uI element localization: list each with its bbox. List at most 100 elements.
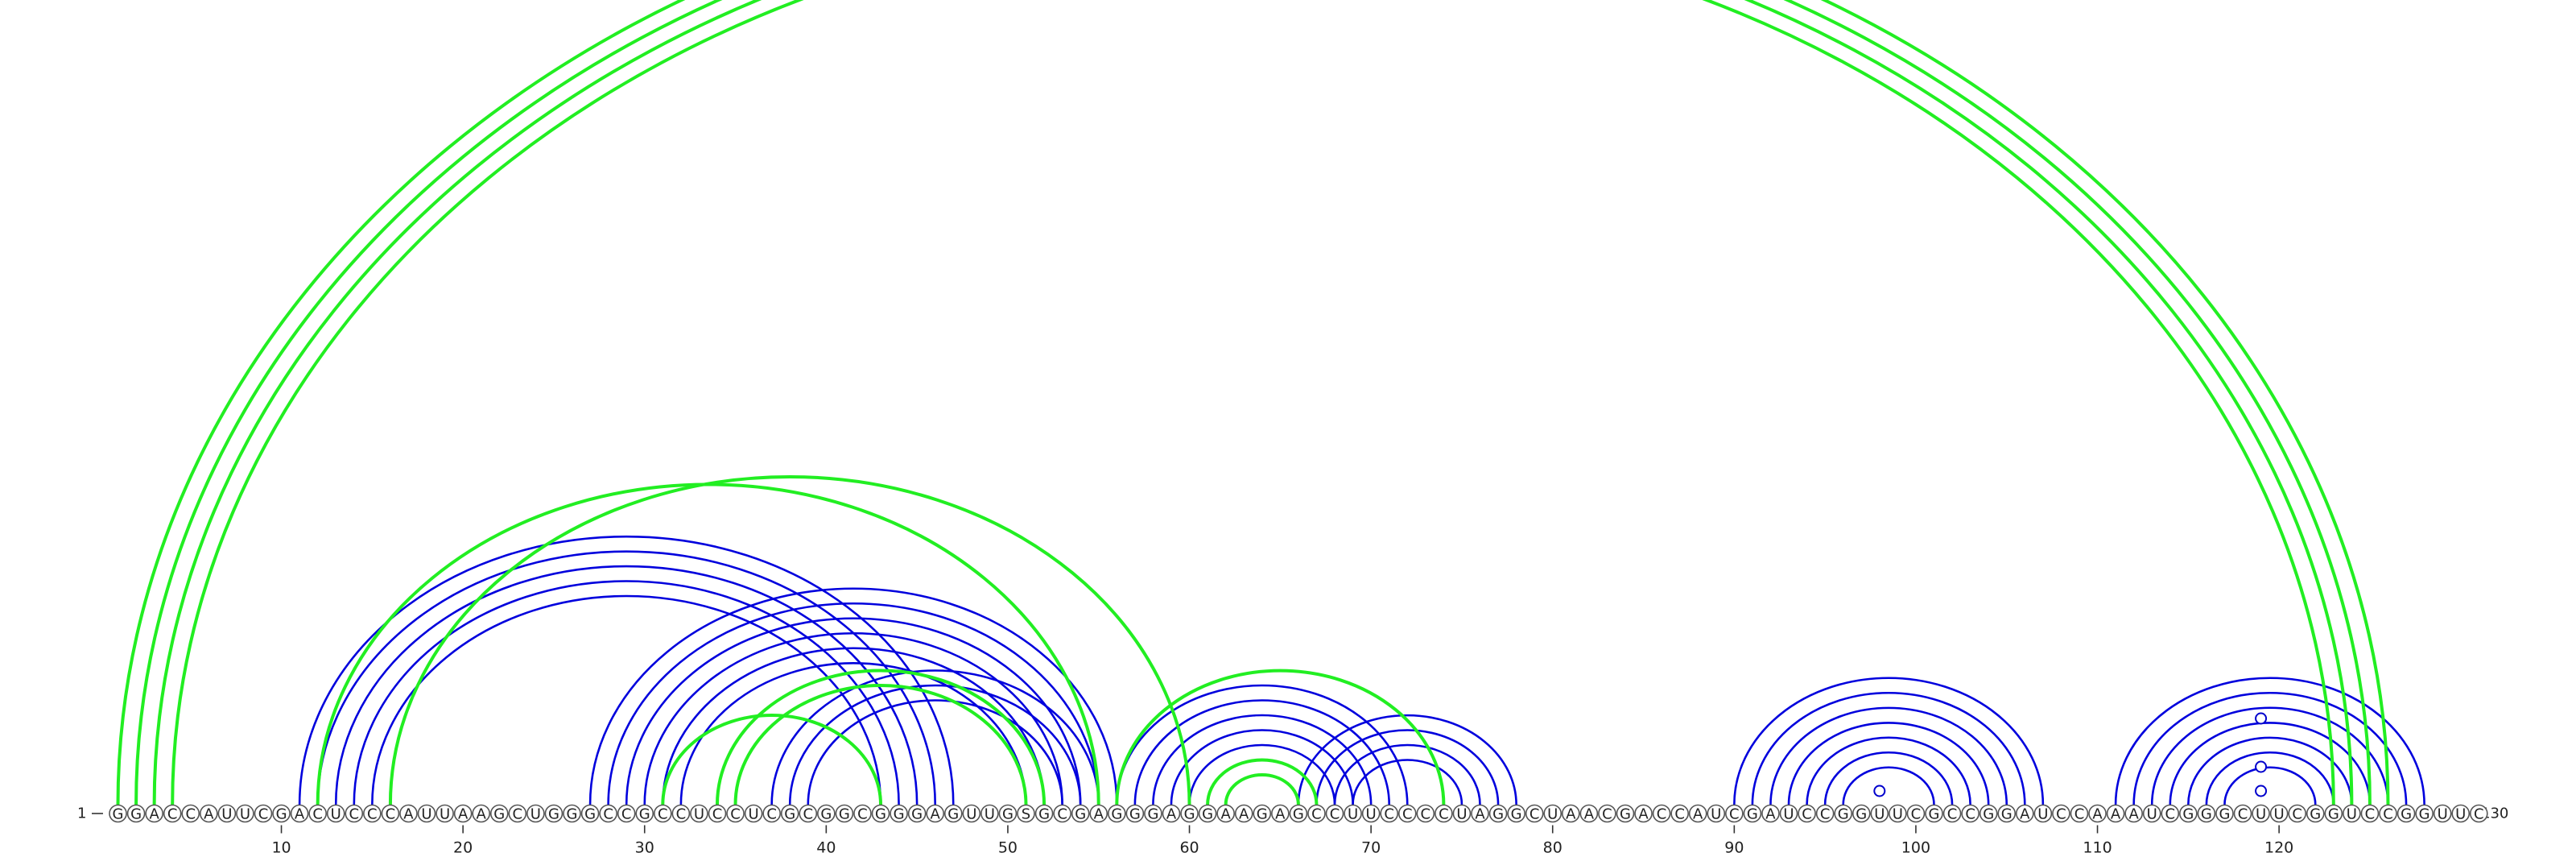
nucleotide-letter: U (1711, 806, 1721, 823)
nucleotide-letter: C (621, 806, 632, 823)
tick-label: 120 (2264, 839, 2293, 857)
nucleotide-circle (163, 804, 182, 823)
nucleotide: G (1925, 804, 1943, 823)
nucleotide-circle (399, 804, 418, 823)
nucleotide: G (1198, 804, 1217, 823)
nucleotide-circle (453, 804, 473, 823)
nucleotide-letter: C (1330, 806, 1340, 823)
nucleotide-letter: G (784, 806, 795, 823)
nucleotide: U (980, 804, 999, 823)
nucleotide-circle (1870, 804, 1889, 823)
nucleotide-circle (907, 804, 927, 823)
nucleotide: G (1979, 804, 1998, 823)
nucleotide: G (580, 804, 600, 823)
green-arc-31-43 (661, 714, 883, 805)
nucleotide: C (163, 804, 182, 823)
nucleotide-letter: U (966, 806, 976, 823)
nucleotide: U (326, 804, 345, 823)
nucleotide: G (489, 804, 509, 823)
nucleotide-circle (2233, 804, 2252, 823)
nucleotide: G (1108, 804, 1126, 823)
nucleotide-circle (1216, 804, 1235, 823)
blue-arc-29-54 (625, 617, 1082, 805)
nucleotide-letter: A (2111, 806, 2121, 823)
nucleotide: U (962, 804, 981, 823)
nucleotide: G (1997, 804, 2017, 823)
nucleotide: C (2379, 804, 2397, 823)
nucleotide: G (126, 804, 146, 823)
nucleotide: C (1725, 804, 1744, 823)
nucleotide-letter: U (749, 806, 759, 823)
nucleotide-circle (2016, 804, 2034, 823)
nucleotide-circle (1253, 804, 1272, 823)
nucleotide: G (871, 804, 890, 823)
blue-arc-58-70 (1152, 714, 1373, 805)
nucleotide: C (2470, 804, 2488, 823)
blue-arc-31-52 (662, 647, 1046, 805)
nucleotide-letter: C (2383, 806, 2393, 823)
nucleotide-circle (1452, 804, 1472, 823)
nucleotide: U (1361, 804, 1381, 823)
nucleotide-circle (744, 804, 763, 823)
nucleotide-circle (1380, 804, 1398, 823)
nucleotide: C (2070, 804, 2089, 823)
blue-arc-94-103 (1806, 736, 1971, 805)
nucleotide-letter: U (2274, 806, 2285, 823)
nucleotide: G (272, 804, 291, 823)
nucleotide-letter: C (2238, 806, 2248, 823)
nucleotide-letter: A (2092, 806, 2103, 823)
nucleotide-letter: C (1421, 806, 1431, 823)
nucleotide-circle (2288, 804, 2306, 823)
nucleotide-circle (1598, 804, 1616, 823)
nucleotide: G (907, 804, 927, 823)
nucleotide-circle (2470, 804, 2488, 823)
nucleotide-circle (1180, 804, 1199, 823)
nucleotide-circle (1889, 804, 1907, 823)
nucleotide-letter: G (1747, 806, 1758, 823)
nucleotide: G (1180, 804, 1199, 823)
nucleotide-letter: U (2455, 806, 2466, 823)
nucleotide: U (236, 804, 254, 823)
nucleotide-circle (1162, 804, 1181, 823)
nucleotide-letter: C (1911, 806, 1922, 823)
nucleotide: C (2233, 804, 2252, 823)
nucleotide: A (199, 804, 218, 823)
nucleotide-letter: C (803, 806, 813, 823)
nucleotide-circle (1034, 804, 1054, 823)
nucleotide-letter: G (1202, 806, 1213, 823)
nucleotide-circle (1271, 804, 1290, 823)
nucleotide: G (109, 804, 127, 823)
nucleotide-circle (436, 804, 454, 823)
nucleotide-circle (272, 804, 291, 823)
nucleotide-circle (671, 804, 691, 823)
nucleotide-circle (1435, 804, 1453, 823)
blue-arc-28-55 (607, 602, 1100, 805)
arc-marker (2255, 712, 2268, 725)
nucleotide-circle (835, 804, 854, 823)
nucleotide-letter: C (1965, 806, 1975, 823)
nucleotide-circle (1562, 804, 1580, 823)
nucleotide-letter: U (240, 806, 250, 823)
nucleotide-circle (1815, 804, 1835, 823)
nucleotide-letter: U (1366, 806, 1377, 823)
blue-arc-27-56 (588, 587, 1118, 805)
arc-marker (2255, 785, 2268, 797)
nucleotide: U (417, 804, 436, 823)
nucleotide-letter: C (185, 806, 196, 823)
nucleotide-letter: G (1620, 806, 1631, 823)
nucleotide: C (1053, 804, 1071, 823)
nucleotide-letter: A (2128, 806, 2139, 823)
blue-arc-30-53 (643, 632, 1063, 805)
tick-label: 20 (453, 839, 473, 857)
marker-layer (1873, 712, 2268, 797)
nucleotide-circle (145, 804, 163, 823)
nucleotide-letter: U (2147, 806, 2157, 823)
nucleotide: C (1815, 804, 1835, 823)
nucleotide-circle (290, 804, 309, 823)
nucleotide-circle (962, 804, 981, 823)
nucleotide-circle (236, 804, 254, 823)
nucleotide-circle (617, 804, 636, 823)
nucleotide-letter: G (1038, 806, 1050, 823)
position-axis: 10 20 30 40 50 60 70 80 90 100 110 120 (271, 825, 2293, 857)
nucleotide: U (2433, 804, 2452, 823)
